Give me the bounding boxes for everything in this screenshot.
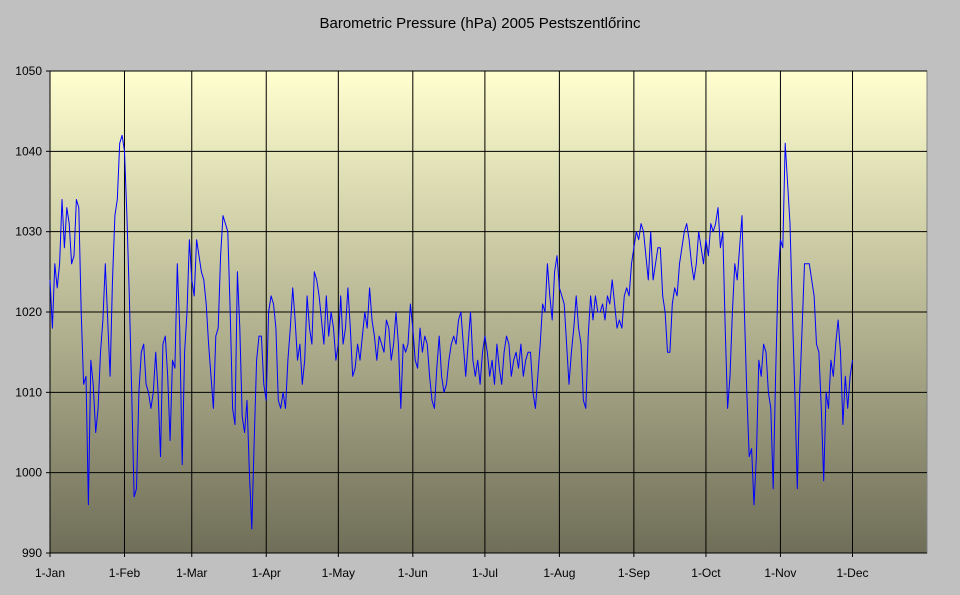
x-tick-label: 1-Jul (472, 566, 498, 580)
x-tick-label: 1-Oct (691, 566, 721, 580)
y-tick-label: 1010 (15, 385, 42, 399)
x-tick-label: 1-May (322, 566, 355, 580)
x-tick-label: 1-Aug (543, 566, 575, 580)
y-tick-label: 1030 (15, 225, 42, 239)
chart-title: Barometric Pressure (hPa) 2005 Pestszent… (319, 15, 641, 32)
x-tick-label: 1-Dec (837, 566, 869, 580)
x-tick-label: 1-Apr (252, 566, 281, 580)
y-tick-label: 1000 (15, 466, 42, 480)
axes: 990 1000 1010 1020 1030 1040 1050 1-Jan 1-Feb 1-M… (15, 64, 927, 580)
x-tick-label: 1-Jan (35, 566, 65, 580)
x-tick-label: 1-Feb (109, 566, 141, 580)
pressure-series-line (49, 134, 853, 530)
y-tick-label: 1050 (15, 64, 42, 78)
y-tick-label: 1020 (15, 305, 42, 319)
x-tick-label: 1-Jun (398, 566, 428, 580)
series (49, 134, 853, 530)
x-tick-label: 1-Mar (176, 566, 207, 580)
y-tick-label: 1040 (15, 144, 42, 158)
x-tick-label: 1-Sep (618, 566, 650, 580)
y-tick-label: 990 (22, 546, 42, 560)
x-tick-label: 1-Nov (764, 566, 796, 580)
